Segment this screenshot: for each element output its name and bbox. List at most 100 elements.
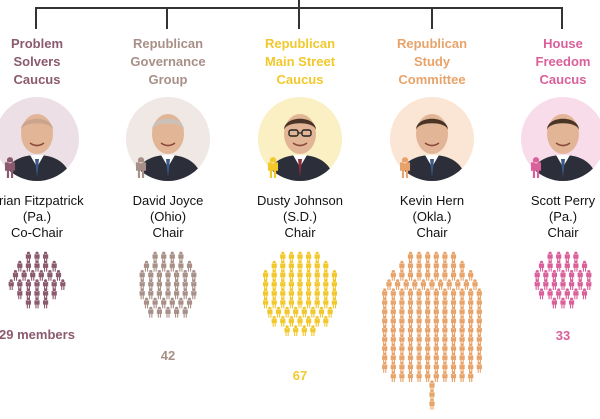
member-person-icon bbox=[271, 279, 277, 290]
member-person-icon bbox=[331, 270, 338, 281]
member-person-icon bbox=[442, 288, 448, 300]
member-person-icon bbox=[42, 288, 49, 300]
member-person-icon bbox=[425, 343, 431, 355]
member-person-icon bbox=[433, 251, 439, 263]
member-person-icon bbox=[271, 316, 277, 327]
member-person-icon bbox=[314, 251, 320, 263]
member-person-icon bbox=[564, 260, 570, 272]
member-person-icon bbox=[556, 260, 562, 272]
member-person-icon bbox=[416, 316, 422, 327]
member-person-icon bbox=[476, 316, 482, 327]
member-person-icon bbox=[156, 270, 163, 281]
caucus-name-line: Committee bbox=[398, 72, 466, 87]
member-person-icon bbox=[271, 297, 277, 309]
member-person-icon bbox=[143, 297, 150, 309]
member-person-icon bbox=[399, 325, 405, 336]
member-person-icon bbox=[390, 362, 396, 373]
member-person-icon bbox=[12, 270, 19, 281]
member-person-icon bbox=[459, 297, 465, 309]
member-person-icon bbox=[407, 251, 414, 263]
person-icon bbox=[530, 157, 542, 178]
member-person-icon bbox=[403, 279, 409, 290]
tree-branch-line bbox=[35, 7, 37, 29]
member-person-icon bbox=[399, 270, 405, 281]
member-person-icon bbox=[468, 352, 474, 364]
member-person-icon bbox=[568, 270, 575, 281]
person-icon bbox=[399, 157, 411, 178]
member-person-icon bbox=[310, 306, 316, 318]
member-person-icon bbox=[301, 325, 307, 336]
member-person-icon bbox=[429, 380, 435, 392]
leader-title: Chair bbox=[284, 225, 316, 240]
member-person-icon bbox=[468, 362, 474, 373]
member-person-icon bbox=[433, 288, 439, 300]
member-person-icon bbox=[267, 306, 273, 318]
caucus-name: Problem Solvers Caucus bbox=[0, 35, 102, 89]
member-person-icon bbox=[442, 297, 448, 309]
member-person-icon bbox=[476, 325, 482, 336]
member-person-icon bbox=[280, 260, 286, 272]
caucus-leader: David Joyce (Ohio) Chair bbox=[103, 193, 233, 241]
member-person-icon bbox=[323, 279, 329, 290]
member-person-icon bbox=[42, 279, 49, 290]
member-person-icon bbox=[459, 316, 465, 327]
member-person-icon bbox=[429, 279, 435, 290]
member-person-icon bbox=[173, 270, 180, 281]
member-person-icon bbox=[425, 251, 431, 263]
member-person-icon bbox=[551, 297, 558, 309]
member-person-icon bbox=[476, 334, 482, 346]
member-person-icon bbox=[152, 260, 158, 272]
member-person-icon bbox=[416, 325, 422, 336]
member-person-icon bbox=[468, 334, 474, 346]
member-count: 42 bbox=[160, 348, 176, 363]
member-person-icon bbox=[425, 362, 431, 373]
member-person-icon bbox=[17, 288, 23, 300]
member-person-icon bbox=[433, 362, 439, 373]
caucus-leader: Dusty Johnson (S.D.) Chair bbox=[235, 193, 365, 241]
member-person-icon bbox=[25, 279, 32, 290]
member-person-icon bbox=[288, 251, 295, 263]
member-person-icon bbox=[433, 270, 439, 281]
caucus-name-line: Governance bbox=[130, 54, 206, 69]
member-person-icon bbox=[442, 316, 448, 327]
member-person-icon bbox=[156, 279, 163, 290]
member-person-icon bbox=[416, 260, 422, 272]
member-person-icon bbox=[382, 352, 388, 364]
member-person-icon bbox=[156, 288, 163, 300]
member-person-icon bbox=[420, 279, 427, 290]
caucus-name-line: Study bbox=[413, 54, 451, 69]
member-person-icon bbox=[450, 316, 457, 327]
member-person-icon bbox=[468, 288, 474, 300]
member-person-icon bbox=[416, 297, 422, 309]
member-person-icon bbox=[399, 362, 405, 373]
member-person-icon bbox=[446, 279, 452, 290]
member-person-icon bbox=[148, 279, 154, 290]
member-person-icon bbox=[331, 279, 338, 290]
member-person-icon bbox=[416, 362, 422, 373]
member-person-icon bbox=[407, 288, 414, 300]
member-person-icon bbox=[459, 371, 465, 382]
member-person-icon bbox=[34, 288, 40, 300]
member-person-icon bbox=[560, 279, 566, 290]
member-person-icon bbox=[407, 334, 414, 346]
member-person-icon bbox=[30, 270, 36, 281]
member-person-icon bbox=[564, 288, 570, 300]
member-person-icon bbox=[433, 334, 439, 346]
member-person-icon bbox=[468, 297, 474, 309]
member-person-icon bbox=[577, 279, 583, 290]
member-person-icon bbox=[382, 316, 388, 327]
member-person-icon bbox=[323, 288, 329, 300]
member-person-icon bbox=[165, 306, 171, 318]
leader-name: Brian Fitzpatrick bbox=[0, 193, 84, 208]
member-person-icon bbox=[314, 288, 320, 300]
member-person-icon bbox=[271, 260, 277, 272]
member-person-icon bbox=[148, 288, 154, 300]
member-person-icon bbox=[323, 316, 329, 327]
person-icon bbox=[4, 157, 16, 178]
member-person-icon bbox=[416, 334, 422, 346]
member-person-icon bbox=[382, 325, 388, 336]
member-person-icon bbox=[476, 306, 482, 318]
member-person-icon bbox=[450, 288, 457, 300]
member-person-icon bbox=[450, 325, 457, 336]
member-person-icon bbox=[433, 306, 439, 318]
